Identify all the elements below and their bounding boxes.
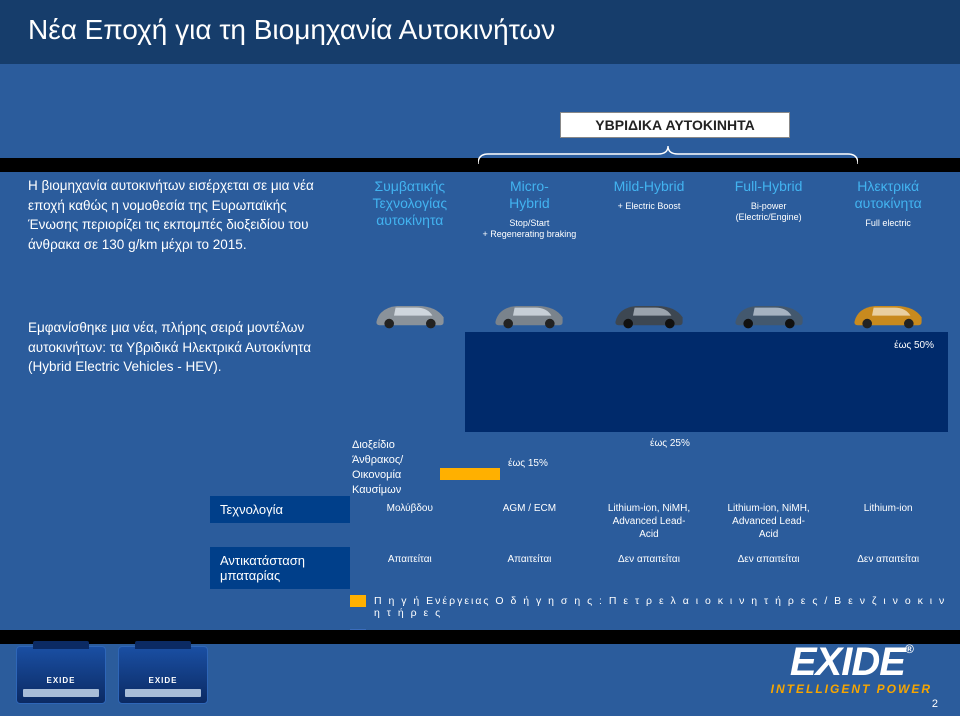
cell: Lithium-ion, NiMH, Advanced Lead- Acid [709, 496, 829, 547]
hybrid-category-label: ΥΒΡΙΔΙΚΑ ΑΥΤΟΚΙΝΗΤΑ [560, 112, 790, 138]
page-title: Νέα Εποχή για τη Βιομηχανία Αυτοκινήτων [28, 14, 555, 46]
logo-text: EXIDE [790, 640, 905, 684]
col-sub: Stop/Start + Regenerating braking [474, 218, 586, 241]
car-icon [350, 270, 470, 330]
car-icon [709, 270, 829, 330]
col-sub: Full electric [832, 218, 944, 230]
column-headers: Συμβατικής Τεχνολογίας αυτοκίνητα Micro-… [350, 178, 948, 241]
chart-value: έως 15% [508, 458, 548, 469]
row-label: Αντικατάσταση μπαταρίας [210, 547, 350, 589]
cell: Απαιτείται [350, 547, 470, 572]
row-label: Τεχνολογία [210, 496, 350, 523]
col-micro-hybrid: Micro- Hybrid Stop/Start + Regenerating … [470, 178, 590, 241]
data-table: Τεχνολογία Μολύβδου AGM / ECM Lithium-io… [210, 496, 948, 643]
table-row-tech: Τεχνολογία Μολύβδου AGM / ECM Lithium-io… [210, 496, 948, 547]
legend-row-fuel: Π η γ ή Ενέργειας Ο δ ή γ η σ η ς : Π ε … [350, 593, 948, 621]
diox-label: Διοξείδιο Άνθρακος/ Οικονομία Καυσίμων [352, 438, 403, 497]
cell: Lithium-ion, NiMH, Advanced Lead- Acid [589, 496, 709, 547]
legend-swatch-icon [350, 595, 366, 607]
col-title: Συμβατικής Τεχνολογίας αυτοκίνητα [354, 178, 466, 228]
col-full-hybrid: Full-Hybrid Bi-power (Electric/Engine) [709, 178, 829, 241]
cell: AGM / ECM [470, 496, 590, 547]
page-number: 2 [932, 698, 938, 710]
logo-tagline: INTELLIGENT POWER [771, 682, 932, 696]
step-bar [440, 468, 500, 480]
legend-text: Π η γ ή Ενέργειας Ο δ ή γ η σ η ς : Π ε … [374, 593, 948, 621]
brace-icon [478, 146, 858, 164]
cell: Μολύβδου [350, 496, 470, 547]
car-row [350, 270, 948, 330]
exide-logo: EXIDE® INTELLIGENT POWER [771, 644, 932, 696]
table-row-replacement: Αντικατάσταση μπαταρίας Απαιτείται Απαιτ… [210, 547, 948, 589]
col-conventional: Συμβατικής Τεχνολογίας αυτοκίνητα [350, 178, 470, 241]
registered-icon: ® [905, 642, 913, 656]
col-sub: + Electric Boost [593, 201, 705, 213]
car-icon [470, 270, 590, 330]
col-title: Ηλεκτρικά αυτοκίνητα [832, 178, 944, 212]
car-icon [828, 270, 948, 330]
col-sub: Bi-power (Electric/Engine) [713, 201, 825, 224]
col-electric: Ηλεκτρικά αυτοκίνητα Full electric [828, 178, 948, 241]
battery-icon: EXIDE [118, 646, 208, 704]
cell: Lithium-ion [828, 496, 948, 547]
col-title: Full-Hybrid [713, 178, 825, 195]
step-chart: έως 50% [465, 332, 948, 432]
slide: Νέα Εποχή για τη Βιομηχανία Αυτοκινήτων … [0, 0, 960, 716]
cell: Δεν απαιτείται [589, 547, 709, 572]
cell: Δεν απαιτείται [709, 547, 829, 572]
cell: Απαιτείται [470, 547, 590, 572]
intro-text-2: Εμφανίσθηκε μια νέα, πλήρης σειρά μοντέλ… [28, 318, 333, 377]
main: ΥΒΡΙΔΙΚΑ ΑΥΤΟΚΙΝΗΤΑ Η βιομηχανία αυτοκιν… [0, 80, 960, 716]
chart-value: έως 50% [894, 340, 934, 351]
col-title: Micro- Hybrid [474, 178, 586, 212]
car-icon [589, 270, 709, 330]
intro-text-1: Η βιομηχανία αυτοκινήτων εισέρχεται σε μ… [28, 176, 333, 254]
chart-value: έως 25% [650, 438, 690, 449]
col-title: Mild-Hybrid [593, 178, 705, 195]
battery-images: EXIDE EXIDE [16, 646, 208, 704]
col-mild-hybrid: Mild-Hybrid + Electric Boost [589, 178, 709, 241]
battery-icon: EXIDE [16, 646, 106, 704]
cell: Δεν απαιτείται [828, 547, 948, 572]
